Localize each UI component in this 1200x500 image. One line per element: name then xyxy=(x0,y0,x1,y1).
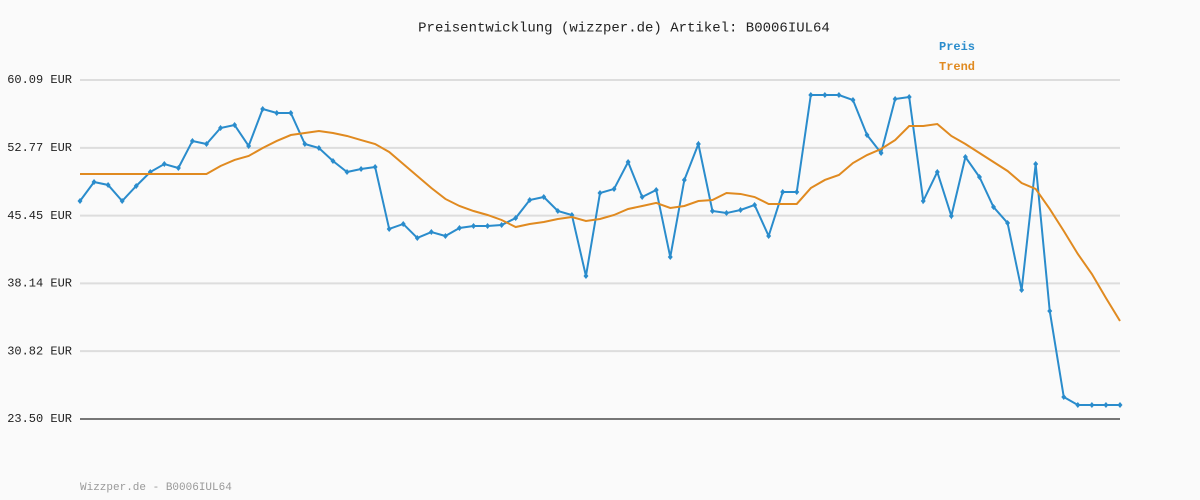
legend-label: Trend xyxy=(939,60,975,74)
point xyxy=(597,190,603,197)
point xyxy=(794,189,800,196)
point xyxy=(583,273,589,280)
point xyxy=(288,109,294,116)
legend-label: Preis xyxy=(939,40,975,54)
point xyxy=(161,161,167,168)
point xyxy=(527,196,533,203)
point xyxy=(934,168,940,175)
point xyxy=(485,223,491,230)
point xyxy=(653,186,659,193)
point xyxy=(175,165,181,172)
point xyxy=(456,224,462,231)
point xyxy=(766,233,772,240)
point xyxy=(991,204,997,211)
point xyxy=(302,141,308,148)
point xyxy=(611,185,617,192)
point xyxy=(695,141,701,148)
point xyxy=(203,141,209,148)
point xyxy=(976,174,982,181)
line-1 xyxy=(80,122,1121,322)
point xyxy=(400,220,406,227)
point xyxy=(513,215,519,222)
point xyxy=(372,163,378,170)
point xyxy=(1061,394,1067,401)
point xyxy=(780,189,786,196)
point xyxy=(1019,287,1025,294)
point xyxy=(555,208,561,215)
y-tick-label: 23.50 EUR xyxy=(7,412,72,426)
point xyxy=(864,132,870,139)
point xyxy=(119,197,125,204)
point xyxy=(681,176,687,183)
point xyxy=(344,168,350,175)
point xyxy=(414,234,420,241)
point xyxy=(738,206,744,213)
point xyxy=(260,105,266,112)
point xyxy=(442,233,448,240)
y-tick-label: 60.09 EUR xyxy=(7,73,72,87)
point xyxy=(836,92,842,99)
point xyxy=(667,254,673,261)
y-tick-label: 45.45 EUR xyxy=(7,209,72,223)
point xyxy=(1005,219,1011,226)
point xyxy=(752,201,758,208)
point xyxy=(232,122,238,129)
point xyxy=(709,208,715,215)
y-tick-label: 52.77 EUR xyxy=(7,141,72,155)
point xyxy=(218,124,224,131)
point xyxy=(1117,402,1123,409)
point xyxy=(358,166,364,173)
y-tick-label: 30.82 EUR xyxy=(7,344,72,358)
point xyxy=(948,213,954,220)
point xyxy=(499,221,505,228)
point xyxy=(541,194,547,201)
point xyxy=(1075,402,1081,409)
point xyxy=(920,197,926,204)
point xyxy=(330,157,336,164)
point xyxy=(274,109,280,116)
chart-title: Preisentwicklung (wizzper.de) Artikel: B… xyxy=(418,21,830,37)
point xyxy=(189,137,195,144)
point xyxy=(428,229,434,236)
point xyxy=(892,95,898,102)
point xyxy=(133,182,139,189)
point xyxy=(316,145,322,152)
point xyxy=(822,92,828,99)
point xyxy=(808,92,814,99)
point xyxy=(386,225,392,232)
line-0 xyxy=(79,94,1120,407)
point xyxy=(639,194,645,201)
point xyxy=(1033,161,1039,168)
point xyxy=(77,197,83,204)
y-tick-label: 38.14 EUR xyxy=(7,277,72,291)
point xyxy=(1089,402,1095,409)
point xyxy=(625,158,631,165)
point xyxy=(906,93,912,100)
point xyxy=(91,179,97,186)
point xyxy=(850,97,856,104)
point xyxy=(105,181,111,188)
point xyxy=(962,153,968,160)
point xyxy=(471,223,477,230)
point xyxy=(1103,402,1109,409)
point xyxy=(878,150,884,157)
point xyxy=(723,210,729,217)
footer: Wizzper.de - B0006IUL64 xyxy=(80,482,232,494)
point xyxy=(1047,307,1053,314)
point xyxy=(246,142,252,149)
